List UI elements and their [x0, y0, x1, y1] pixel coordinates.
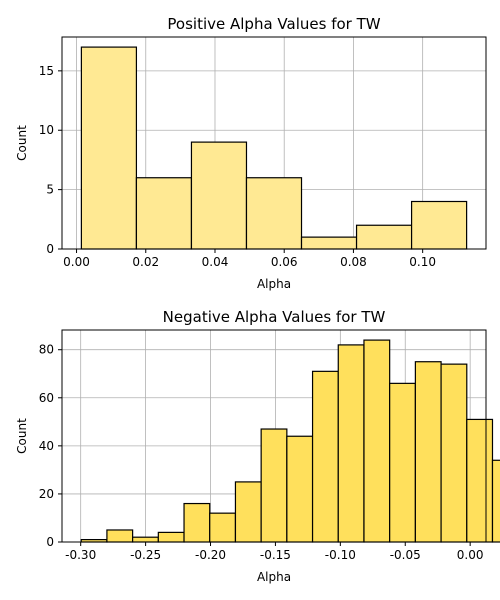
histogram-bar — [190, 141, 248, 250]
x-tick-label: -0.20 — [195, 548, 226, 562]
y-axis-label: Count — [15, 418, 29, 454]
histogram-bar — [414, 361, 442, 543]
y-tick-label: 10 — [39, 123, 54, 137]
histogram-bar — [234, 481, 262, 543]
y-tick-label: 5 — [46, 183, 54, 197]
x-tick-label: 0.00 — [457, 548, 484, 562]
y-tick-label: 0 — [46, 535, 54, 549]
x-tick-label: -0.30 — [65, 548, 96, 562]
histogram-bar — [135, 177, 193, 250]
y-tick-label: 15 — [39, 64, 54, 78]
histogram-bar — [209, 512, 237, 543]
negative-alpha-histogram: -0.30 -0.25 -0.20 -0.15 -0.10 -0.05 0.00 0 20 40 6… — [15, 308, 500, 584]
y-axis-label: Count — [15, 125, 29, 161]
histogram-bar — [440, 363, 468, 543]
x-tick-label: 0.00 — [63, 255, 90, 269]
x-tick-label: -0.25 — [130, 548, 161, 562]
histogram-bar — [337, 344, 365, 543]
histogram-bar — [132, 536, 159, 543]
histogram-bar — [491, 459, 500, 543]
y-tick-label: 40 — [39, 439, 54, 453]
histogram-bar — [389, 382, 416, 543]
y-tick-label: 20 — [39, 487, 54, 501]
histogram-bar — [363, 339, 391, 543]
y-tick-label: 60 — [39, 391, 54, 405]
y-tick-label: 0 — [46, 242, 54, 256]
histogram-bar — [183, 502, 211, 543]
x-tick-label: 0.08 — [340, 255, 367, 269]
x-tick-label: 0.06 — [271, 255, 298, 269]
histogram-bar — [106, 529, 134, 543]
axes-frame — [61, 329, 487, 543]
histogram-bar — [260, 428, 288, 543]
histogram-bar — [286, 435, 314, 543]
x-tick-label: 0.02 — [132, 255, 159, 269]
histogram-bar — [300, 236, 358, 250]
histogram-bar — [245, 177, 303, 250]
x-axis-label: Alpha — [257, 277, 291, 291]
histogram-bar — [80, 46, 138, 250]
axes-frame — [61, 36, 487, 250]
x-tick-label: -0.05 — [390, 548, 421, 562]
y-tick-label: 80 — [39, 343, 54, 357]
x-tick-label: 0.10 — [409, 255, 436, 269]
histogram-bar — [157, 531, 185, 543]
positive-alpha-histogram: 0.00 0.02 0.04 0.06 0.08 0.10 0 5 10 15 Positive A… — [15, 15, 487, 291]
histogram-bar — [311, 370, 339, 543]
x-tick-label: -0.15 — [260, 548, 291, 562]
chart-title: Negative Alpha Values for TW — [163, 308, 386, 326]
histogram-bar — [410, 200, 468, 250]
histogram-bar — [466, 418, 494, 543]
x-tick-label: -0.10 — [325, 548, 356, 562]
histogram-bar — [355, 224, 413, 250]
x-axis-label: Alpha — [257, 570, 291, 584]
chart-title: Positive Alpha Values for TW — [167, 15, 380, 33]
x-tick-label: 0.04 — [202, 255, 229, 269]
